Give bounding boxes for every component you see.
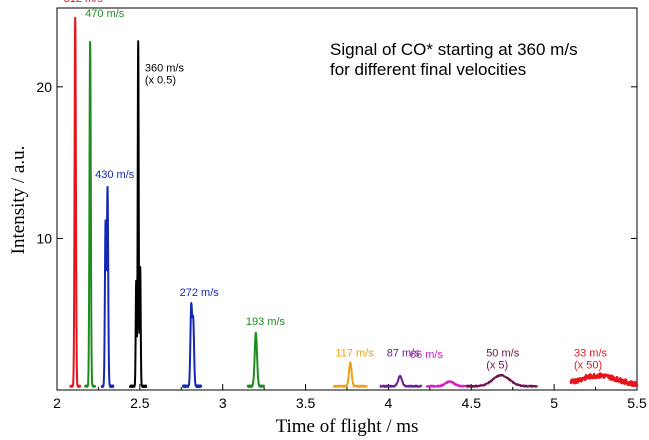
series-line-272-m-s bbox=[181, 301, 203, 389]
peak-label: 430 m/s bbox=[95, 169, 135, 181]
peak-label: (x 0.5) bbox=[145, 75, 176, 87]
x-axis-ticks: 2 2.5 3 3.5 4 4.5 5 5.5 bbox=[53, 384, 647, 411]
peak-label: 87 m/s bbox=[387, 348, 421, 360]
peak-labels: 512 m/s 470 m/s 430 m/s 360 m/s(x 0.5) 272 m… bbox=[64, 0, 608, 372]
peak-label: (x 50) bbox=[574, 360, 602, 372]
series-line-470-m-s bbox=[84, 40, 97, 388]
series-line-33-m-s bbox=[569, 372, 639, 388]
x-axis-title: Time of flight / ms bbox=[276, 416, 419, 437]
x-tick-label: 5.5 bbox=[627, 395, 647, 411]
chart-title-line-2: for different final velocities bbox=[330, 60, 526, 79]
peak-label: 272 m/s bbox=[180, 287, 220, 299]
series-line-193-m-s bbox=[246, 331, 266, 388]
x-tick-label: 5 bbox=[550, 395, 558, 411]
series-line-430-m-s bbox=[100, 185, 115, 388]
x-tick-label: 3 bbox=[219, 395, 227, 411]
peak-label: 66 m/s bbox=[410, 349, 444, 361]
peak-label: 360 m/s bbox=[145, 63, 185, 75]
x-tick-label: 4.5 bbox=[462, 395, 482, 411]
series-line-117-m-s bbox=[332, 361, 368, 388]
peak-label: (x 5) bbox=[486, 360, 508, 372]
chart-title-line-1: Signal of CO* starting at 360 m/s bbox=[330, 40, 578, 59]
peak-label: 512 m/s bbox=[64, 0, 104, 5]
x-tick-label: 2.5 bbox=[130, 395, 150, 411]
y-tick-label: 10 bbox=[36, 230, 52, 246]
peak-label: 193 m/s bbox=[246, 316, 286, 328]
series-group bbox=[69, 16, 639, 389]
series-line-512-m-s bbox=[69, 16, 82, 388]
peak-label: 50 m/s bbox=[486, 348, 520, 360]
series-line-360-m-s bbox=[129, 40, 148, 388]
y-axis-title: Intensity / a.u. bbox=[8, 146, 29, 255]
x-tick-label: 2 bbox=[53, 395, 61, 411]
x-tick-label: 3.5 bbox=[296, 395, 316, 411]
y-axis-ticks: 10 20 bbox=[36, 79, 637, 246]
x-tick-label: 4 bbox=[385, 395, 393, 411]
series-line-50-m-s bbox=[465, 373, 539, 388]
peak-label: 33 m/s bbox=[574, 348, 608, 360]
y-tick-label: 20 bbox=[36, 79, 52, 95]
peak-label: 117 m/s bbox=[335, 348, 374, 360]
peak-label: 470 m/s bbox=[85, 8, 125, 20]
series-line-87-m-s bbox=[379, 374, 423, 388]
